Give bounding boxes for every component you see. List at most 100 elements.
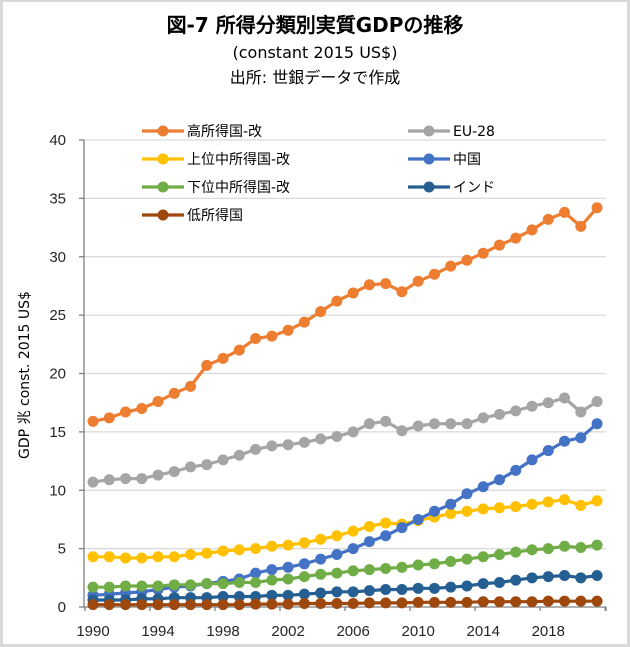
legend-marker [157, 125, 169, 137]
data-point [363, 520, 375, 532]
y-tick-label: 5 [58, 541, 66, 558]
data-point [266, 574, 278, 586]
legend-label: 低所得国 [187, 207, 243, 224]
data-point [298, 558, 310, 570]
data-point [103, 551, 115, 563]
data-point [136, 552, 148, 564]
data-point [542, 397, 554, 409]
data-point [250, 590, 262, 602]
data-point [87, 476, 99, 488]
data-point [282, 561, 294, 573]
data-point [315, 587, 327, 599]
data-point [591, 495, 603, 507]
series-line [92, 396, 598, 484]
data-point [412, 559, 424, 571]
data-point [445, 498, 457, 510]
data-point [380, 517, 392, 529]
data-point [315, 306, 327, 318]
data-point [136, 403, 148, 415]
data-point [168, 579, 180, 591]
data-point [575, 541, 587, 553]
series-6 [87, 595, 603, 611]
data-point [494, 408, 505, 420]
data-point [168, 387, 180, 399]
legend-label: 高所得国-改 [187, 123, 262, 140]
legend-marker [423, 125, 435, 137]
data-point [315, 533, 327, 545]
data-point [510, 501, 522, 513]
x-tick-label: 1998 [206, 623, 239, 640]
data-point [298, 588, 310, 600]
data-point [510, 546, 522, 558]
legend-item: インド [408, 180, 495, 196]
series-line [92, 422, 599, 597]
data-point [282, 439, 294, 451]
data-point [152, 469, 164, 481]
data-point [331, 295, 343, 307]
data-point [559, 392, 571, 404]
data-point [87, 581, 99, 593]
data-point [87, 415, 99, 427]
data-point [396, 425, 408, 437]
data-point [477, 551, 489, 563]
y-tick-label: 35 [49, 190, 66, 207]
data-point [298, 537, 310, 549]
data-point [282, 324, 294, 336]
data-point [380, 278, 392, 290]
data-point [445, 596, 457, 608]
data-point [363, 585, 375, 597]
data-point [87, 551, 99, 563]
series-0 [87, 202, 603, 427]
data-point [298, 436, 310, 448]
data-point [103, 599, 115, 611]
series-group [87, 202, 603, 611]
legend-label: インド [453, 180, 495, 196]
data-point [363, 418, 375, 430]
data-point [494, 502, 505, 514]
y-tick-label: 10 [49, 482, 66, 499]
data-point [396, 522, 408, 534]
legend-marker [157, 181, 169, 193]
data-point [542, 571, 554, 583]
data-point [494, 576, 505, 588]
data-point [233, 544, 245, 556]
data-point [396, 583, 408, 595]
data-point [185, 461, 197, 473]
data-point [591, 569, 603, 581]
data-point [331, 530, 343, 542]
data-point [559, 206, 571, 218]
data-point [428, 558, 440, 570]
data-point [315, 553, 327, 565]
data-point [477, 247, 489, 259]
data-point [428, 268, 440, 280]
x-tick-label: 2014 [467, 623, 500, 640]
data-point [510, 574, 522, 586]
data-point [120, 552, 132, 564]
data-point [201, 459, 213, 471]
data-point [559, 494, 571, 506]
data-point [526, 596, 538, 608]
data-point [217, 545, 229, 557]
data-point [298, 597, 310, 609]
legend-item: EU-28 [408, 124, 495, 140]
data-point [331, 431, 343, 443]
data-point [217, 454, 229, 466]
data-point [217, 590, 229, 602]
data-point [380, 530, 392, 542]
data-point [477, 596, 489, 608]
data-point [152, 551, 164, 563]
data-point [477, 481, 489, 493]
data-point [185, 380, 197, 392]
data-point [168, 466, 180, 478]
chart-title: 図-7 所得分類別実質GDPの推移 [167, 13, 464, 37]
data-point [185, 548, 197, 560]
x-tick-label: 2002 [271, 623, 304, 640]
y-tick-labels: 0 5 10 15 20 25 30 35 40 [49, 132, 66, 616]
data-point [445, 581, 457, 593]
data-point [152, 580, 164, 592]
data-point [559, 540, 571, 552]
data-point [282, 539, 294, 551]
legend-item: 中国 [408, 152, 481, 168]
series-4 [87, 539, 603, 593]
